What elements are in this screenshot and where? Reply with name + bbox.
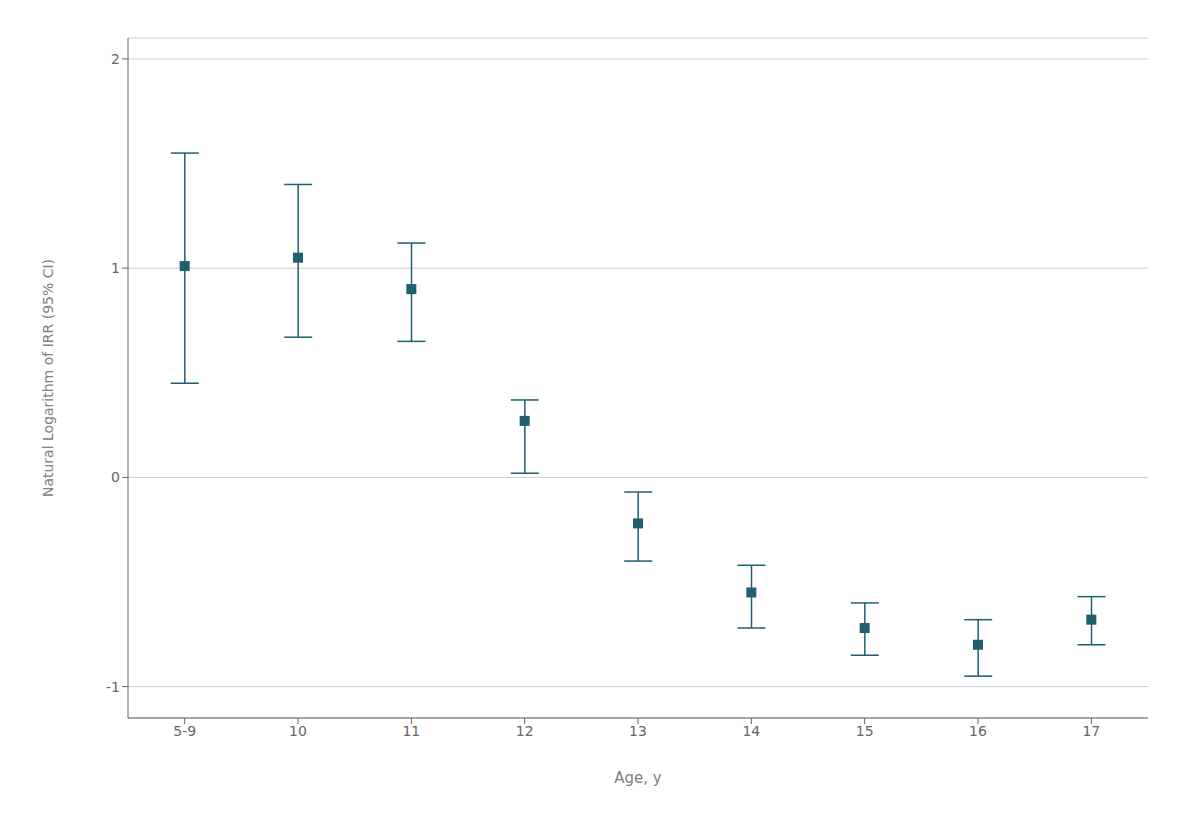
svg-text:11: 11 — [402, 723, 420, 739]
svg-text:10: 10 — [289, 723, 307, 739]
svg-text:5-9: 5-9 — [173, 723, 196, 739]
svg-text:0: 0 — [111, 469, 120, 485]
svg-text:17: 17 — [1082, 723, 1100, 739]
svg-text:Natural Logarithm of IRR (95%: Natural Logarithm of IRR (95% CI) — [40, 259, 56, 497]
svg-text:-1: -1 — [106, 679, 120, 695]
svg-text:1: 1 — [111, 260, 120, 276]
svg-text:15: 15 — [856, 723, 874, 739]
svg-text:12: 12 — [516, 723, 534, 739]
svg-text:14: 14 — [742, 723, 760, 739]
svg-text:16: 16 — [969, 723, 987, 739]
svg-text:Age, y: Age, y — [614, 769, 662, 787]
svg-text:2: 2 — [111, 51, 120, 67]
svg-text:13: 13 — [629, 723, 647, 739]
